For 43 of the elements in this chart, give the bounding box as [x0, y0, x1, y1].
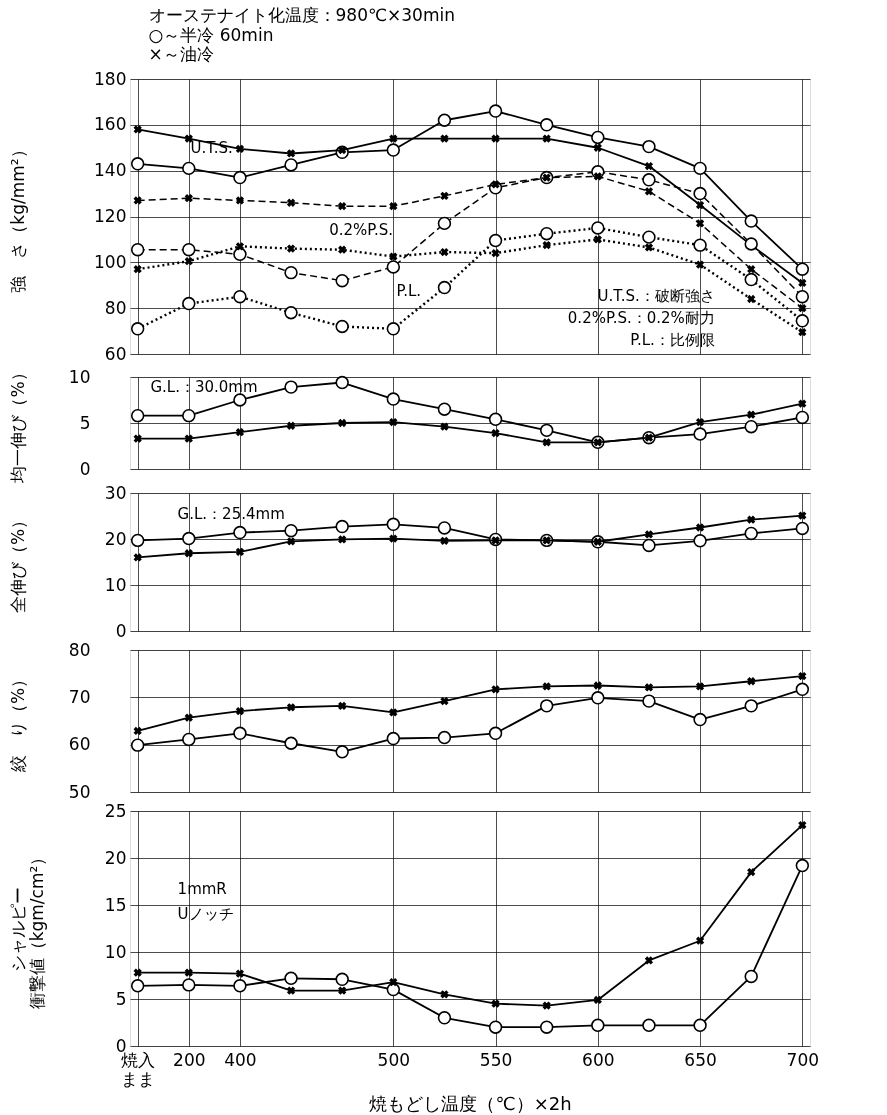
- x-tick-label: 600: [582, 1049, 615, 1070]
- y-tick-label: 60: [68, 734, 91, 755]
- x-tick-label: 200: [173, 1049, 206, 1070]
- x-tick-label: 400: [224, 1049, 257, 1070]
- y-tick-label: 30: [104, 482, 127, 503]
- y-tick-label: 15: [104, 894, 127, 915]
- y-tick-label: 20: [104, 847, 127, 868]
- x-axis-title: 焼もどし温度（℃）×2h: [369, 1092, 572, 1114]
- y-axis-title: 均一伸び（%）: [7, 364, 28, 484]
- y-tick-label: 0: [79, 458, 91, 479]
- y-tick-label: 50: [68, 781, 91, 802]
- y-axis-title: 絞 り（%）: [7, 670, 28, 774]
- chart-subtitle: ○～半冷 60min ×～油冷: [148, 24, 274, 64]
- y-tick-label: 120: [94, 206, 127, 226]
- y-tick-label: 160: [94, 114, 127, 135]
- chart-title: オーステナイト化温度：980℃×30min: [148, 4, 455, 25]
- y-tick-label: 10: [104, 574, 127, 595]
- y-tick-label: 60: [104, 343, 127, 364]
- y-tick-label: 20: [104, 528, 127, 549]
- annotation: Uノッチ: [177, 905, 234, 924]
- y-tick-label: 140: [94, 160, 127, 181]
- y-axis-title: 全伸び（%）: [7, 511, 28, 614]
- annotation: P.L.：比例限: [630, 331, 715, 350]
- y-tick-label: 10: [104, 941, 127, 962]
- annotation: 0.2%P.S.: [329, 221, 394, 240]
- y-tick-label: 25: [104, 800, 127, 821]
- y-axis-title: シャルピー衝撃値（kgm/cm²）: [7, 848, 47, 1010]
- y-tick-label: 180: [94, 68, 127, 89]
- x-tick-label: 650: [684, 1049, 717, 1070]
- x-tick-label: 500: [377, 1049, 411, 1070]
- annotation: U.T.S.: [190, 138, 233, 157]
- annotation: P.L.: [396, 281, 422, 300]
- y-tick-label: 5: [115, 988, 127, 1009]
- y-axis-title: 強 さ（kg/mm²）: [7, 141, 28, 293]
- y-tick-label: 5: [79, 412, 91, 433]
- y-tick-label: 80: [68, 639, 91, 660]
- y-tick-label: 70: [68, 686, 91, 707]
- y-tick-label: 100: [94, 251, 127, 272]
- x-tick-label: 550: [479, 1049, 513, 1070]
- y-tick-label: 80: [104, 297, 127, 318]
- y-tick-label: 0: [115, 620, 127, 641]
- y-tick-label: 10: [68, 366, 91, 387]
- x-tick-label: 700: [786, 1049, 820, 1070]
